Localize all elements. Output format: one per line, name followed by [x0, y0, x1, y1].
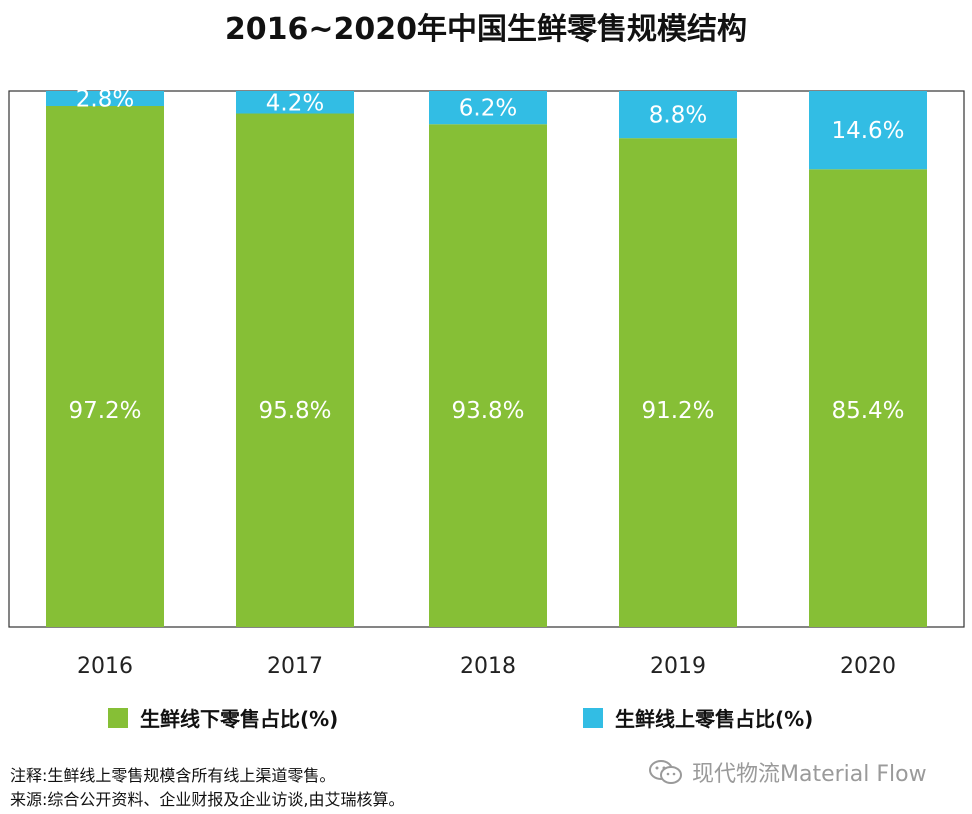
data-label-offline-2019: 91.2% — [641, 398, 714, 424]
legend-offline: 生鲜线下零售占比(%) — [108, 703, 338, 732]
bar-offline-2019 — [619, 138, 737, 627]
bar-offline-2017 — [236, 113, 354, 627]
bar-online-2018 — [429, 91, 547, 125]
legend-online-swatch — [583, 707, 603, 728]
data-label-online-2016: 2.8% — [76, 87, 134, 113]
watermark-text: 现代物流Material Flow — [692, 762, 927, 787]
x-tick-label-2017: 2017 — [267, 654, 323, 679]
bar-offline-2020 — [809, 169, 927, 628]
bar-offline-2018 — [429, 124, 547, 628]
x-tick-label-2016: 2016 — [77, 654, 133, 679]
x-tick-label-2019: 2019 — [650, 654, 706, 679]
legend-offline-label: 生鲜线下零售占比(%) — [140, 707, 339, 731]
bar-online-2019 — [619, 91, 737, 139]
bar-offline-2016 — [46, 106, 164, 628]
x-tick-label-2020: 2020 — [840, 654, 896, 679]
data-label-offline-2020: 85.4% — [831, 398, 904, 424]
stacked-bar-chart: 97.2% 2.8% 95.8% 4.2% 93.8% 6.2% 91.2% 8.8% 85.4… — [8, 87, 965, 679]
x-tick-label-2018: 2018 — [460, 654, 516, 679]
wechat-icon — [649, 760, 682, 784]
data-label-online-2020: 14.6% — [831, 118, 904, 144]
data-label-online-2017: 4.2% — [266, 90, 324, 116]
data-label-offline-2017: 95.8% — [258, 398, 331, 424]
data-label-online-2019: 8.8% — [649, 103, 707, 129]
data-label-offline-2016: 97.2% — [68, 398, 141, 424]
data-label-online-2018: 6.2% — [459, 96, 517, 122]
bar-online-2017 — [236, 91, 354, 114]
legend-online: 生鲜线上零售占比(%) — [583, 703, 813, 732]
legend-offline-swatch — [108, 707, 128, 728]
chart-source: 来源:综合公开资料、企业财报及企业访谈,由艾瑞核算。 — [10, 790, 405, 809]
bar-online-2016 — [46, 91, 164, 107]
watermark: 现代物流Material Flow — [648, 756, 927, 788]
legend-online-label: 生鲜线上零售占比(%) — [615, 707, 814, 731]
chart-title: 2016~2020年中国生鲜零售规模结构 — [224, 12, 748, 47]
chart-note: 注释:生鲜线上零售规模含所有线上渠道零售。 — [10, 766, 336, 785]
bar-online-2020 — [809, 91, 927, 170]
data-label-offline-2018: 93.8% — [451, 398, 524, 424]
